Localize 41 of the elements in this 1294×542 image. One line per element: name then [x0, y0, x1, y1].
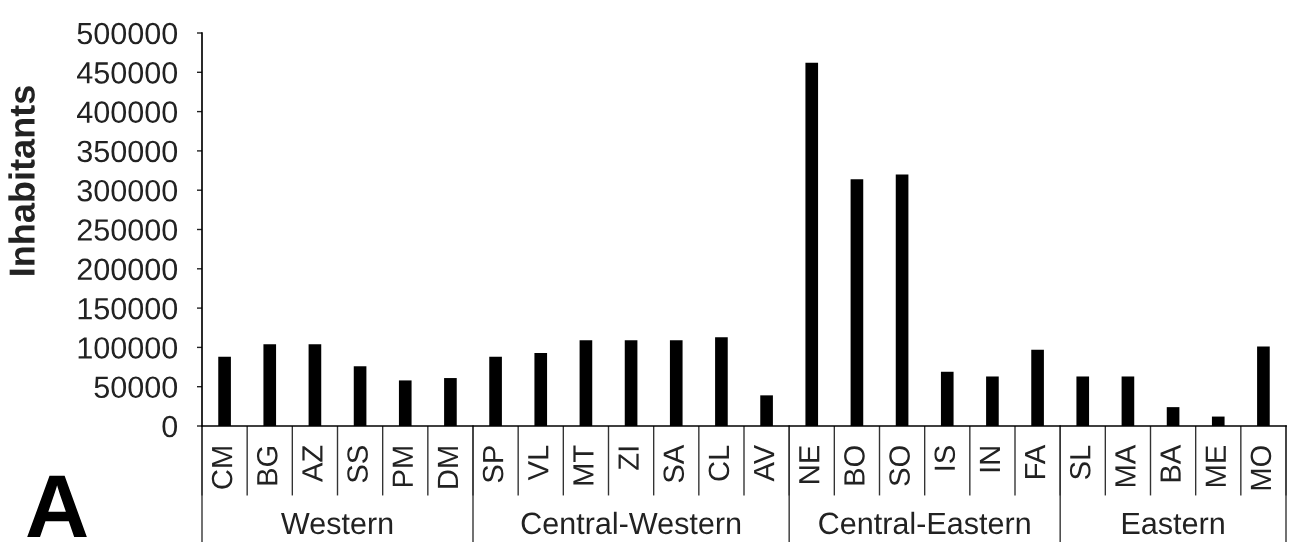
- y-axis-title: Inhabitants: [8, 86, 35, 275]
- x-tick-label: NE: [799, 446, 820, 483]
- y-tick-label: 250000: [77, 219, 178, 241]
- x-tick-label: VL: [528, 445, 549, 481]
- x-tick-label: MT: [573, 445, 594, 485]
- x-tick-label: BG: [256, 446, 278, 485]
- text: A: [27, 475, 87, 537]
- x-tick-label: ZI: [618, 447, 639, 470]
- x-tick-label: SA: [663, 444, 685, 483]
- x-tick-label: SP: [482, 446, 504, 483]
- x-tick-label: CM: [211, 447, 233, 489]
- text: Eastern: [1122, 512, 1224, 535]
- x-tick-label: MO: [1250, 446, 1272, 490]
- x-tick-label: CL: [708, 445, 730, 481]
- x-tick-label: PM: [392, 447, 413, 487]
- x-tick-label: ME: [1205, 446, 1226, 487]
- y-tick-label: 100000: [78, 337, 178, 359]
- x-tick-label: SL: [1069, 445, 1091, 480]
- x-tick-label: SS: [347, 446, 368, 483]
- y-tick-label: 50000: [94, 376, 178, 399]
- x-tick-label: IS: [934, 446, 956, 470]
- text: Central-Eastern: [819, 511, 1030, 535]
- x-tick-label: MA: [1115, 444, 1136, 487]
- y-tick-label: 350000: [77, 140, 178, 163]
- y-tick-label: 0: [162, 415, 178, 438]
- y-tick-label: 400000: [77, 101, 178, 123]
- y-tick-label: 450000: [77, 62, 178, 84]
- x-tick-label: BA: [1160, 444, 1181, 482]
- y-tick-label: 150000: [78, 297, 178, 320]
- text: Western: [281, 512, 393, 535]
- x-tick-label: AZ: [302, 445, 323, 482]
- x-tick-label: DM: [437, 447, 458, 488]
- x-tick-label: AV: [754, 444, 775, 482]
- x-tick-label: FA: [1025, 444, 1046, 479]
- x-tick-label: BO: [844, 446, 865, 485]
- y-tick-label: 500000: [77, 22, 178, 45]
- x-tick-label: SO: [889, 446, 910, 486]
- x-tick-label: IN: [979, 447, 1000, 472]
- y-tick-label: 200000: [77, 258, 178, 281]
- text: Central-Western: [521, 511, 741, 535]
- y-tick-label: 300000: [77, 179, 178, 202]
